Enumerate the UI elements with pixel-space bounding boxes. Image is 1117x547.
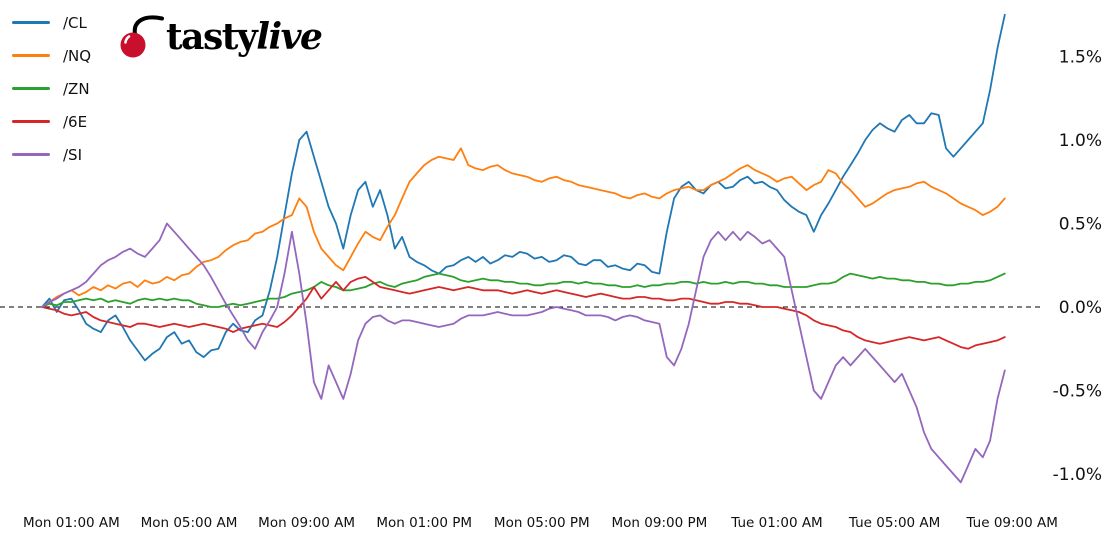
y-tick-label: 0.0% bbox=[1059, 298, 1102, 318]
series-line-SI bbox=[41, 222, 1006, 484]
wordmark-live: live bbox=[256, 16, 323, 58]
tastylive-cherry-icon bbox=[120, 15, 164, 58]
legend-line-swatch bbox=[12, 153, 50, 156]
y-tick-label: 1.5% bbox=[1059, 48, 1102, 68]
legend-line-swatch bbox=[12, 21, 50, 24]
legend-item-NQ: /NQ bbox=[12, 39, 91, 72]
x-tick-label: Mon 01:00 AM bbox=[23, 515, 120, 531]
y-tick-label: -1.0% bbox=[1053, 465, 1102, 485]
legend-label: /ZN bbox=[63, 79, 90, 98]
y-tick-label: -0.5% bbox=[1053, 382, 1102, 402]
legend-line-swatch bbox=[12, 120, 50, 123]
legend-label: /6E bbox=[63, 112, 88, 131]
legend-label: /CL bbox=[63, 13, 87, 32]
x-tick-label: Tue 09:00 AM bbox=[965, 515, 1057, 531]
chart-legend: /CL/NQ/ZN/6E/SI bbox=[12, 6, 91, 171]
legend-item-CL: /CL bbox=[12, 6, 91, 39]
tastylive-logo: tastylive bbox=[116, 8, 323, 60]
x-tick-label: Mon 05:00 PM bbox=[494, 515, 590, 531]
legend-item-ZN: /ZN bbox=[12, 72, 91, 105]
legend-item-SI: /SI bbox=[12, 138, 91, 171]
x-tick-label: Mon 09:00 PM bbox=[612, 515, 708, 531]
legend-line-swatch bbox=[12, 54, 50, 57]
x-tick-label: Mon 05:00 AM bbox=[141, 515, 238, 531]
legend-line-swatch bbox=[12, 87, 50, 90]
y-tick-label: 1.0% bbox=[1059, 131, 1102, 151]
y-tick-label: 0.5% bbox=[1059, 215, 1102, 235]
legend-label: /NQ bbox=[63, 46, 92, 65]
series-line-CL bbox=[41, 13, 1006, 362]
x-tick-label: Tue 05:00 AM bbox=[848, 515, 940, 531]
series-line-ZN bbox=[41, 272, 1006, 308]
legend-item-6E: /6E bbox=[12, 105, 91, 138]
x-tick-label: Mon 01:00 PM bbox=[376, 515, 472, 531]
x-tick-label: Mon 09:00 AM bbox=[258, 515, 355, 531]
legend-label: /SI bbox=[63, 145, 82, 164]
series-line-6E bbox=[41, 275, 1006, 350]
x-tick-label: Tue 01:00 AM bbox=[730, 515, 822, 531]
wordmark-tasty: tasty bbox=[166, 16, 258, 58]
tastylive-wordmark: tastylive bbox=[166, 14, 323, 60]
